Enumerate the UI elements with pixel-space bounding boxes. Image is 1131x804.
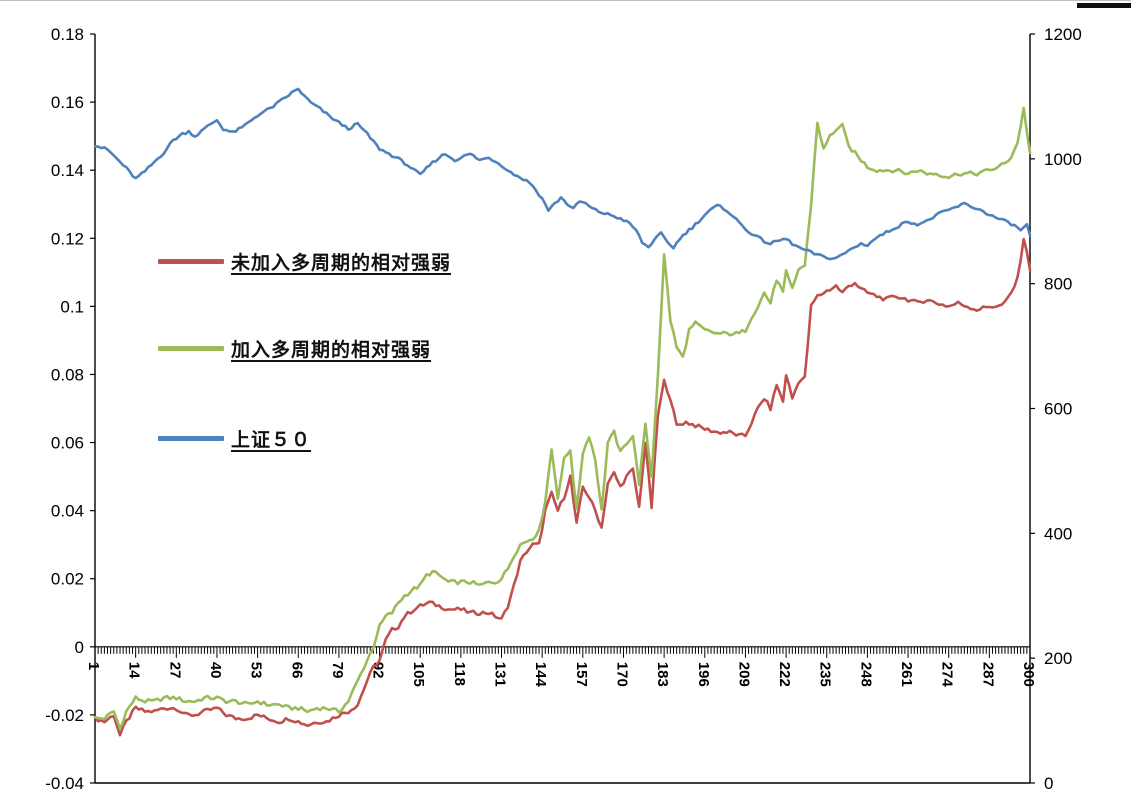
x-axis-tick-label: 40: [207, 662, 224, 679]
y-axis-right-tick-label: 1000: [1044, 150, 1082, 169]
y-axis-right-tick-label: 200: [1044, 649, 1072, 668]
x-axis-tick-label: 170: [613, 662, 630, 687]
y-axis-left-tick-label: 0.16: [51, 93, 84, 112]
x-axis-tick-label: 274: [939, 662, 956, 688]
x-axis-tick-label: 118: [451, 662, 468, 686]
x-axis-tick-label: 1: [85, 662, 102, 670]
x-axis-tick-label: 105: [410, 662, 427, 687]
x-axis-tick-label: 261: [898, 662, 915, 687]
series-line-3: [93, 87, 1032, 261]
x-axis-tick-label: 183: [654, 662, 671, 687]
x-axis-tick-label: 131: [492, 662, 509, 687]
y-axis-left-tick-label: 0.04: [51, 502, 84, 521]
y-axis-left-tick-label: -0.02: [45, 706, 84, 725]
x-axis-tick-label: 196: [695, 662, 712, 687]
y-axis-left-tick-label: 0.02: [51, 570, 84, 589]
y-axis-left-tick-label: 0.14: [51, 161, 84, 180]
y-axis-right-tick-label: 400: [1044, 524, 1072, 543]
y-axis-right-tick-label: 600: [1044, 400, 1072, 419]
y-axis-left-tick-label: 0.08: [51, 365, 84, 384]
y-axis-left-tick-label: 0.12: [51, 229, 84, 248]
x-axis-tick-label: 14: [126, 662, 143, 679]
x-axis-tick-label: 66: [288, 662, 305, 679]
x-axis-tick-label: 222: [776, 662, 793, 687]
y-axis-left-tick-label: 0: [75, 638, 84, 657]
series-line-2: [93, 106, 1032, 730]
x-axis-tick-label: 235: [817, 662, 834, 687]
y-axis-left-tick-label: 0.1: [60, 297, 84, 316]
x-axis-tick-label: 79: [329, 662, 346, 679]
x-axis-tick-label: 53: [248, 662, 265, 679]
y-axis-right-tick-label: 800: [1044, 275, 1072, 294]
top-edge-artifact: [1077, 3, 1131, 8]
x-axis-tick-label: 248: [857, 662, 874, 687]
y-axis-right-tick-label: 1200: [1044, 25, 1082, 44]
x-axis-tick-label: 144: [532, 662, 549, 688]
x-axis-tick-label: 300: [1020, 662, 1037, 687]
y-axis-left-tick-label: -0.04: [45, 774, 84, 793]
y-axis-left-tick-label: 0.18: [51, 25, 84, 44]
series-line-1: [93, 237, 1032, 737]
x-axis-tick-label: 287: [979, 662, 996, 687]
x-axis-tick-label: 157: [573, 662, 590, 687]
x-axis-tick-label: 209: [735, 662, 752, 687]
y-axis-left-tick-label: 0.06: [51, 434, 84, 453]
y-axis-right-tick-label: 0: [1044, 774, 1053, 793]
x-axis-tick-label: 27: [166, 662, 183, 679]
